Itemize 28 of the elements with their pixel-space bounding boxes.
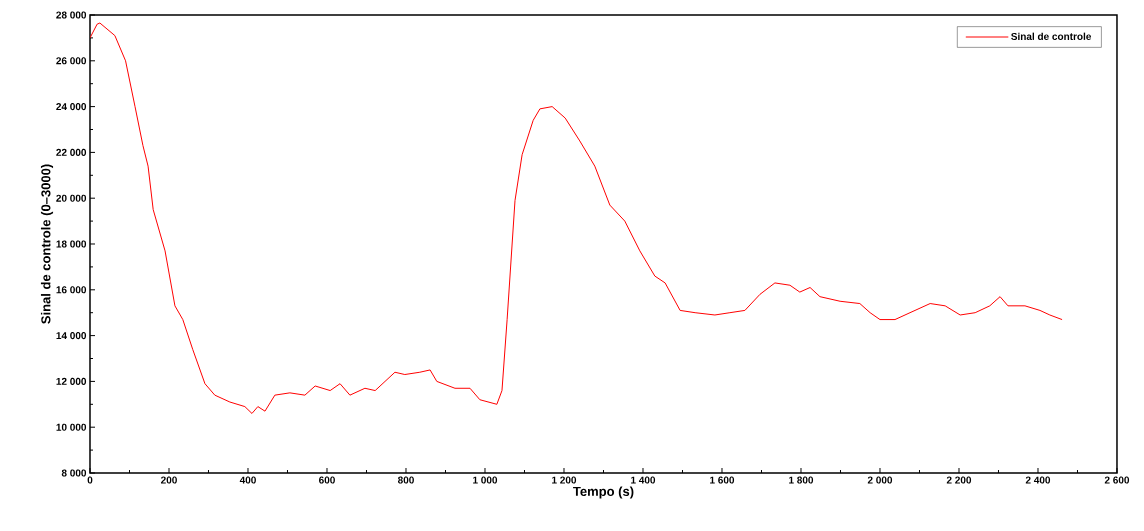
y-tick-label: 14 000 [56,332,87,340]
x-tick-label: 1 800 [789,476,814,484]
x-tick-label: 1 000 [473,476,498,484]
x-axis-title: Tempo (s) [573,486,634,499]
x-tick-label: 400 [239,476,256,484]
y-tick-label: 18 000 [56,240,87,248]
y-tick-label: 10 000 [56,423,87,431]
x-tick-label: 2 200 [946,476,972,484]
x-tick-label: 600 [319,476,335,484]
x-tick-label: 1 400 [631,476,656,484]
y-tick-label: 24 000 [56,103,87,111]
x-tick-label: 1 200 [552,476,577,484]
x-tick-label: 1 600 [710,476,735,484]
x-tick-label: 0 [87,476,93,484]
y-tick-label: 8 000 [61,469,87,477]
legend-label: Sinal de controle [1011,32,1092,40]
y-tick-label: 22 000 [56,148,87,156]
x-tick-label: 2 000 [867,476,893,484]
x-tick-label: 200 [161,476,177,484]
y-tick-label: 20 000 [56,194,87,202]
x-tick-label: 2 600 [1104,476,1130,484]
y-tick-label: 28 000 [56,11,87,19]
x-tick-label: 2 400 [1025,476,1051,484]
y-tick-label: 16 000 [56,286,87,294]
y-tick-label: 26 000 [56,57,87,65]
y-axis-title: Sinal de controle (0–3000) [40,164,54,324]
x-tick-label: 800 [397,476,414,484]
y-tick-label: 12 000 [56,377,87,385]
